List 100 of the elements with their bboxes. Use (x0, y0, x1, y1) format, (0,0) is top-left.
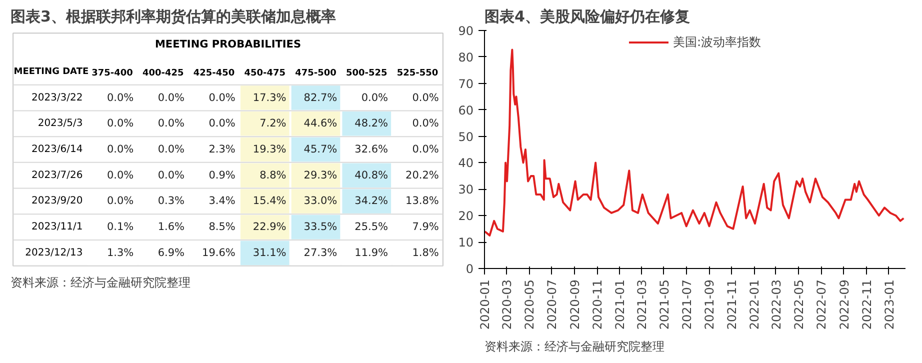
data-label: 0.0% (158, 169, 185, 182)
y-tick-label: 2023/3/22 (31, 92, 83, 104)
data-label: 0.9% (208, 169, 236, 182)
x-tick-label: 2020-05 (522, 280, 537, 330)
text: 资料来源：经济与金融研究院整理 (484, 340, 664, 354)
x-tick-label: 400-425 (142, 68, 184, 78)
data-label: 0.0% (412, 144, 439, 156)
x-tick-label: 2021-07 (680, 280, 694, 330)
y-tick-label: 2023/11/1 (31, 222, 83, 233)
data-label: 0.0% (158, 144, 185, 156)
data-label: 0.0% (208, 92, 236, 104)
x-tick-label: 2022-07 (814, 280, 829, 330)
x-tick-label: 2021-03 (634, 280, 649, 330)
x-tick-label: 425-450 (193, 68, 235, 78)
x-tick-label: 2021-09 (702, 280, 717, 330)
x-tick-label: 525-550 (396, 68, 438, 78)
data-label: 34.2% (354, 195, 388, 208)
data-label: 40.8% (354, 169, 388, 182)
data-label: 0.0% (158, 92, 185, 104)
data-label: 0.0% (106, 144, 134, 156)
legend-label: 美国:波动率指数 (672, 34, 762, 50)
x-tick-label: 2021-11 (725, 280, 740, 330)
y-tick-label: 10 (458, 236, 474, 250)
y-tick-label: 40 (458, 156, 474, 170)
data-label: 13.8% (406, 195, 439, 208)
data-label: 0.0% (208, 118, 236, 130)
data-label: 1.3% (106, 246, 134, 259)
data-label: 7.9% (412, 221, 439, 234)
y-tick-label: 30 (458, 182, 474, 197)
y-tick-label: 70 (458, 76, 474, 91)
y-tick-label: 2023/5/3 (38, 118, 83, 130)
y-tick-label: 2023/9/20 (31, 196, 83, 207)
data-label: 8.5% (208, 221, 236, 234)
data-label: 0.1% (106, 221, 134, 234)
x-tick-label: 2020-09 (568, 280, 582, 330)
x-tick-label: 450-475 (244, 68, 286, 78)
data-label: 8.8% (260, 169, 286, 182)
x-tick-label: 2021-05 (657, 280, 672, 330)
data-label: 15.4% (252, 195, 286, 208)
x-tick-label: 2021-01 (613, 280, 628, 330)
data-label: 0.0% (158, 118, 185, 130)
text: 资料来源：经济与金融研究院整理 (10, 276, 190, 290)
x-tick-label: 375-400 (92, 68, 133, 78)
data-label: 33.0% (304, 195, 338, 208)
x-tick-label: 2020-03 (500, 280, 514, 330)
y-tick-label: 90 (458, 24, 474, 38)
data-label: 25.5% (354, 221, 388, 234)
data-label: 22.9% (252, 221, 286, 234)
x-tick-label: 2023-01 (882, 280, 896, 330)
x-tick-label: 475-500 (295, 68, 336, 78)
data-label: 44.6% (304, 118, 338, 130)
data-label: 48.2% (354, 118, 388, 130)
y-tick-label: 80 (458, 50, 474, 64)
data-label: 0.0% (361, 92, 388, 104)
x-tick-label: 2022-09 (837, 280, 852, 330)
y-tick-label: 2023/6/14 (31, 144, 83, 155)
x-tick-label: 2020-01 (478, 280, 492, 330)
line-series (484, 48, 905, 236)
data-label: 7.2% (260, 118, 286, 130)
data-label: 0.0% (412, 118, 439, 130)
data-label: 31.1% (252, 246, 286, 259)
data-label: 11.9% (354, 246, 388, 259)
x-tick-label: 2022-01 (748, 280, 762, 330)
y-axis-title: MEETING DATE (14, 66, 89, 77)
data-label: 1.6% (158, 221, 185, 234)
data-label: 20.2% (406, 169, 439, 182)
data-label: 6.9% (158, 246, 185, 259)
data-label: 3.4% (208, 195, 236, 208)
x-tick-label: 2022-05 (792, 280, 806, 330)
data-label: 19.3% (252, 144, 286, 156)
data-label: 0.3% (158, 195, 185, 208)
y-tick-label: 0 (466, 262, 474, 276)
chart-title: 图表4、美股风险偏好仍在修复 (484, 8, 690, 26)
y-tick-label: 60 (458, 103, 474, 118)
data-label: 33.5% (304, 221, 338, 234)
y-tick-label: 2023/7/26 (31, 170, 83, 181)
data-label: 82.7% (304, 92, 338, 104)
x-tick-label: 2022-03 (769, 280, 784, 330)
x-tick-label: 2020-11 (590, 280, 605, 330)
data-label: 19.6% (202, 246, 236, 259)
data-label: 1.8% (412, 246, 439, 259)
data-label: 32.6% (354, 144, 388, 156)
data-label: 2.3% (208, 144, 236, 156)
y-tick-label: 2023/12/13 (25, 247, 83, 258)
y-tick-label: 20 (458, 209, 474, 224)
x-tick-label: 500-525 (346, 68, 388, 78)
data-label: 0.0% (106, 169, 134, 182)
x-tick-label: 2022-11 (860, 280, 874, 330)
data-label: 0.0% (106, 118, 134, 130)
data-label: 45.7% (304, 144, 338, 156)
x-tick-label: 2020-07 (545, 280, 560, 330)
data-label: 0.0% (412, 92, 439, 104)
data-label: 27.3% (304, 246, 338, 259)
chart-title: 图表3、根据联邦利率期货估算的美联储加息概率 (10, 8, 336, 26)
data-label: 17.3% (252, 92, 286, 104)
data-label: 29.3% (304, 169, 338, 182)
data-label: 0.0% (106, 92, 134, 104)
y-tick-label: 50 (458, 130, 474, 144)
chart-subtitle: MEETING PROBABILITIES (154, 38, 302, 51)
data-label: 0.0% (106, 195, 134, 208)
